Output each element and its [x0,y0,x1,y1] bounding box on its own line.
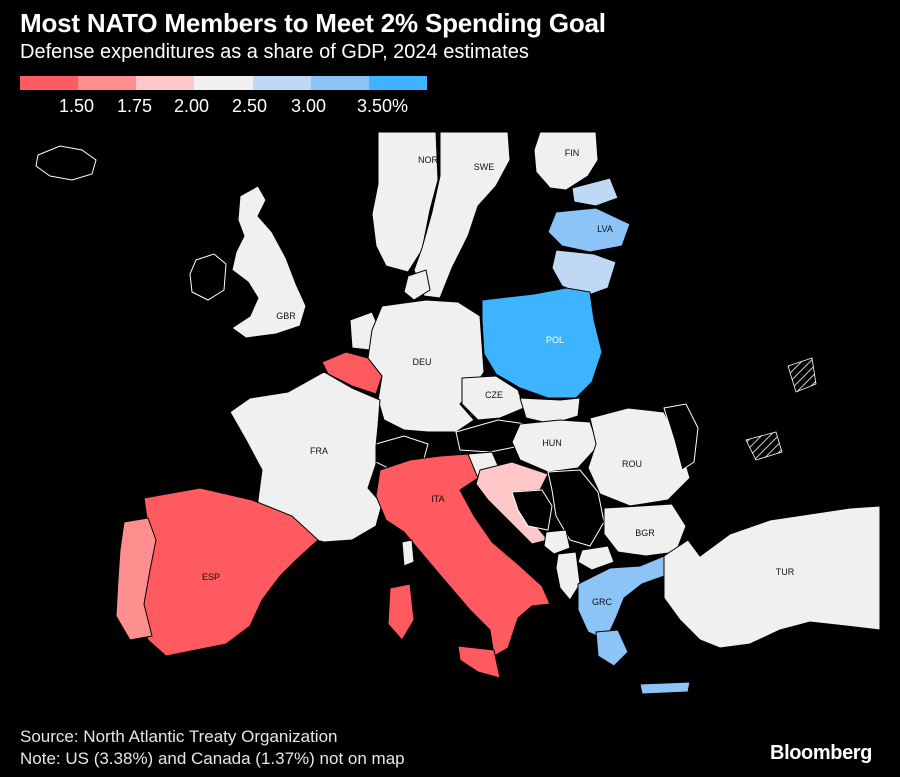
europe-map: NOR SWE FIN LVA GBR DEU POL CZE FRA HUN … [35,131,881,695]
country-lva [547,207,631,253]
legend-swatch-2 [78,76,137,90]
country-ltu [551,249,617,297]
label-swe: SWE [474,162,495,172]
country-mkd [577,545,615,571]
label-deu: DEU [412,357,431,367]
label-grc: GRC [592,597,613,607]
legend-tick: 3.50% [357,96,409,116]
label-fra: FRA [310,446,328,456]
label-lva: LVA [597,224,613,234]
legend-tick: 1.75 [117,96,153,116]
country-swe [413,131,511,299]
legend-swatch-7 [368,76,427,90]
country-ita [375,453,551,657]
country-cze [461,375,525,421]
country-grc-crete [639,681,691,695]
country-pol [481,287,603,399]
legend-tick: 3.00 [291,96,327,116]
country-ita-sardinia [387,583,415,641]
label-hun: HUN [542,438,562,448]
country-alb [555,551,581,601]
country-ita-sicily [457,645,501,679]
bloomberg-logo: Bloomberg [770,742,872,764]
country-prt [115,517,157,641]
country-fin [533,131,599,191]
legend-swatch-3 [136,76,195,90]
disputed-area-crimea [745,431,783,461]
label-nor: NOR [418,155,439,165]
label-ita: ITA [431,494,444,504]
country-svk [519,397,581,425]
country-deu [367,299,485,433]
legend-tick-labels: 1.50 1.75 2.00 2.50 3.00 3.50% [0,96,900,120]
country-dnk [403,269,431,301]
footnote: Note: US (3.38%) and Canada (1.37%) not … [20,749,405,768]
country-moldova [663,403,699,471]
label-pol: POL [546,335,564,345]
chart-subtitle: Defense expenditures as a share of GDP, … [20,41,529,63]
disputed-area-east [787,357,817,393]
label-rou: ROU [622,459,642,469]
legend-tick: 1.50 [59,96,95,116]
country-grc-peloponnese [595,629,629,667]
country-hun [511,419,599,473]
country-serbia [547,469,605,547]
country-bosnia [511,489,553,531]
label-esp: ESP [202,572,220,582]
chart-title: Most NATO Members to Meet 2% Spending Go… [20,8,606,38]
country-mne [543,529,571,555]
country-rou [587,407,691,507]
label-tur: TUR [776,567,795,577]
label-cze: CZE [485,390,503,400]
country-fra [229,371,383,543]
legend-swatch-1 [20,76,79,90]
country-est [571,177,619,207]
source-note: Source: North Atlantic Treaty Organizati… [20,727,338,746]
legend-tick: 2.50 [232,96,268,116]
legend-tick: 2.00 [174,96,210,116]
country-ireland [189,253,227,301]
country-grc [577,555,671,641]
label-gbr: GBR [276,311,296,321]
country-nor [371,131,439,273]
country-fra-corsica [401,539,415,567]
country-tur [663,505,881,649]
legend-swatch-5 [252,76,311,90]
color-legend [20,76,427,90]
label-bgr: BGR [635,528,655,538]
label-fin: FIN [565,148,580,158]
legend-swatch-6 [310,76,369,90]
legend-swatch-4 [194,76,253,90]
country-iceland [35,145,97,181]
country-gbr [231,185,307,339]
